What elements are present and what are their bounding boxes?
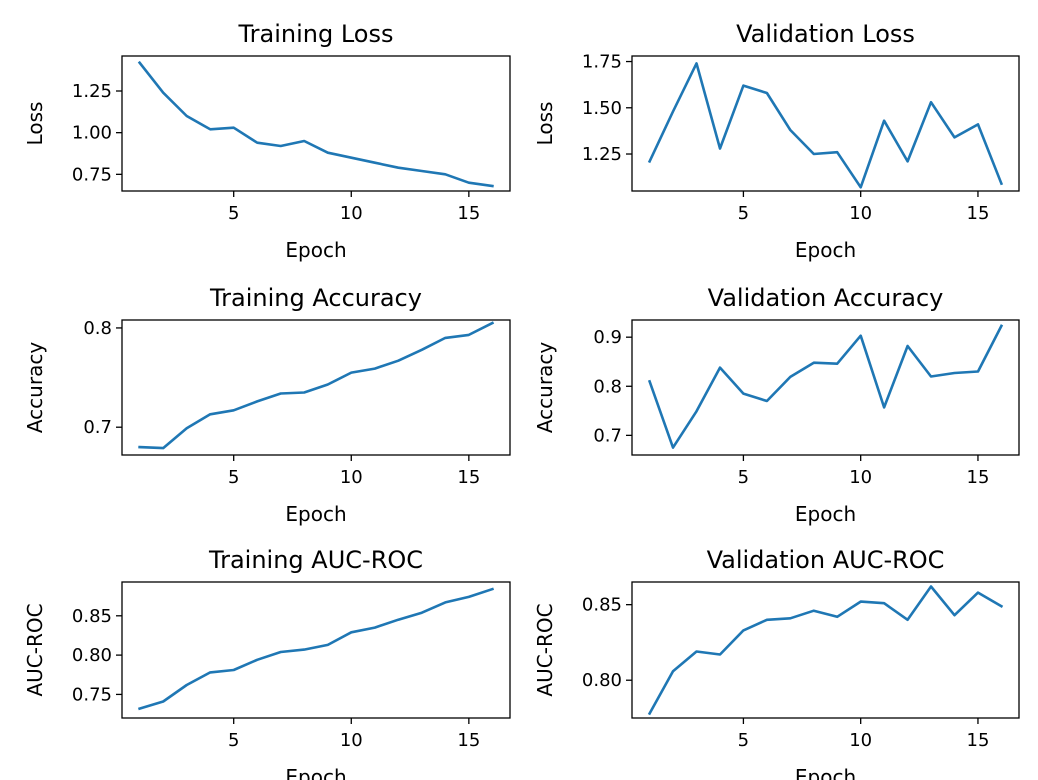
x-tick-label: 15 [967, 467, 990, 488]
x-tick-label: 5 [738, 467, 749, 488]
y-tick-label: 1.25 [72, 81, 112, 102]
x-tick-label: 5 [228, 467, 239, 488]
x-tick-label: 15 [967, 203, 990, 224]
axes-frame [121, 581, 511, 719]
subplot-title: Validation Loss [736, 20, 915, 48]
series-line [647, 62, 1004, 189]
y-tick-label: 0.8 [593, 376, 622, 397]
x-tick-label: 10 [849, 730, 872, 751]
subplot-5: Training AUC-ROC 5 10 15 0.75 0.80 0.85 Epoch AU… [23, 546, 511, 780]
axes-frame [121, 55, 511, 192]
y-axis-label: Loss [23, 102, 47, 146]
y-tick-label: 0.75 [72, 684, 112, 705]
y-tick-label: 0.8 [83, 318, 112, 339]
x-tick-label: 15 [457, 730, 480, 751]
y-tick-label: 0.80 [582, 670, 622, 691]
y-tick-label: 0.80 [72, 645, 112, 666]
x-axis-label: Epoch [285, 502, 346, 526]
x-axis-label: Epoch [795, 765, 856, 780]
x-tick-label: 10 [849, 203, 872, 224]
y-tick-label: 0.75 [72, 164, 112, 185]
subplot-title: Training AUC-ROC [208, 546, 423, 574]
x-tick-label: 15 [457, 467, 480, 488]
x-tick-label: 5 [228, 203, 239, 224]
subplot-4: Validation Accuracy 5 10 15 0.7 0.8 0.9 Epoch Ac… [533, 284, 1020, 526]
subplot-2: Validation Loss 5 10 15 1.25 1.50 1.75 Epoch Los… [533, 20, 1020, 262]
x-tick-label: 10 [340, 203, 363, 224]
series-line [137, 60, 494, 188]
y-axis-label: AUC-ROC [23, 603, 47, 696]
y-tick-label: 0.85 [582, 595, 622, 616]
subplot-6: Validation AUC-ROC 5 10 15 0.80 0.85 Epoch AUC-… [533, 546, 1020, 780]
axes-frame [631, 581, 1020, 719]
series-line [647, 585, 1004, 716]
subplot-title: Validation Accuracy [708, 284, 944, 312]
y-tick-label: 0.85 [72, 606, 112, 627]
x-tick-label: 5 [228, 730, 239, 751]
x-axis-label: Epoch [285, 765, 346, 780]
x-axis-label: Epoch [285, 238, 346, 262]
y-tick-label: 0.7 [83, 417, 112, 438]
y-tick-label: 1.50 [582, 98, 622, 119]
x-tick-label: 10 [849, 467, 872, 488]
subplot-1: Training Loss 5 10 15 0.75 1.00 1.25 Epoch Loss [23, 20, 511, 262]
x-tick-label: 10 [340, 467, 363, 488]
y-tick-label: 1.75 [582, 52, 622, 73]
y-axis-label: AUC-ROC [533, 603, 557, 696]
x-tick-label: 5 [738, 203, 749, 224]
x-tick-label: 15 [457, 203, 480, 224]
subplot-title: Training Loss [238, 20, 394, 48]
subplot-3: Training Accuracy 5 10 15 0.7 0.8 Epoch Accurac… [23, 284, 511, 526]
y-tick-label: 0.9 [593, 327, 622, 348]
series-line [647, 324, 1004, 449]
series-line [137, 587, 495, 711]
series-line [138, 321, 495, 450]
y-axis-label: Accuracy [23, 342, 47, 433]
x-tick-label: 10 [340, 730, 363, 751]
y-tick-label: 1.00 [72, 123, 112, 144]
y-tick-label: 1.25 [582, 144, 622, 165]
x-tick-label: 15 [967, 730, 990, 751]
x-axis-label: Epoch [795, 238, 856, 262]
axes-frame [121, 319, 511, 456]
axes-frame [631, 319, 1020, 456]
y-axis-label: Loss [533, 102, 557, 146]
y-axis-label: Accuracy [533, 342, 557, 433]
x-tick-label: 5 [738, 730, 749, 751]
axes-frame [631, 55, 1020, 192]
x-axis-label: Epoch [795, 502, 856, 526]
y-tick-label: 0.7 [593, 425, 622, 446]
subplot-title: Training Accuracy [209, 284, 422, 312]
subplot-title: Validation AUC-ROC [707, 546, 945, 574]
